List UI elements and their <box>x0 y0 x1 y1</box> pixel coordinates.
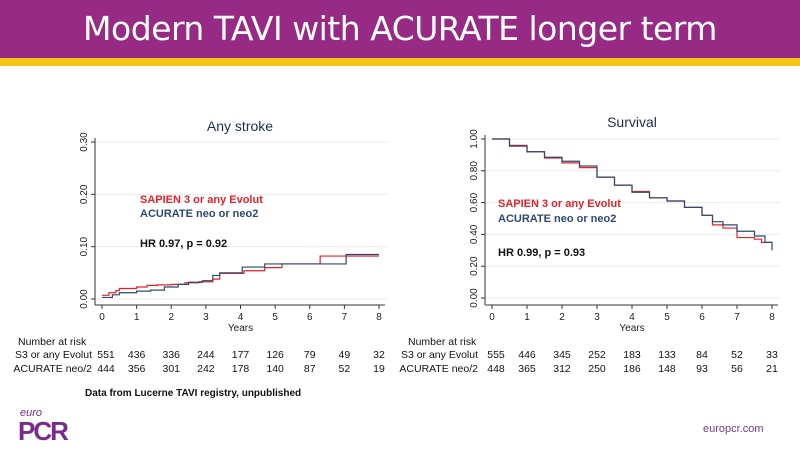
y-tick-label: 0.60 <box>469 192 480 212</box>
legend-entry-acurate: ACURATE neo or neo2 <box>140 208 258 220</box>
risk-value: 49 <box>338 349 351 361</box>
risk-value: 336 <box>162 349 181 361</box>
x-tick-label: 5 <box>272 312 278 323</box>
x-tick-label: 8 <box>769 312 775 323</box>
hr-annotation: HR 0.97, p = 0.92 <box>140 238 227 250</box>
risk-value: 87 <box>303 363 316 375</box>
series-line-sapien-evolut <box>102 255 379 296</box>
risk-value: 365 <box>518 363 536 375</box>
risk-table-header: Number at risk <box>408 336 477 348</box>
chart-title: Any stroke <box>207 118 273 134</box>
slide-title: Modern TAVI with ACURATE longer term out… <box>83 9 717 106</box>
risk-value: 444 <box>97 363 115 375</box>
legend-entry-acurate: ACURATE neo or neo2 <box>498 213 616 225</box>
risk-value: 21 <box>766 363 778 375</box>
risk-value: 244 <box>197 349 215 361</box>
risk-value: 19 <box>373 363 385 375</box>
x-tick-label: 0 <box>489 312 495 323</box>
x-tick-label: 7 <box>342 312 348 323</box>
y-tick-label: 1.00 <box>469 129 480 149</box>
hr-annotation: HR 0.99, p = 0.93 <box>498 247 585 259</box>
footnote: Data from Lucerne TAVI registry, unpubli… <box>85 388 302 399</box>
risk-row-label: ACURATE neo/2 <box>13 363 92 375</box>
legend-entry-sapien-evolut: SAPIEN 3 or any Evolut <box>140 194 263 206</box>
x-tick-label: 1 <box>134 312 140 323</box>
risk-row-label: ACURATE neo/2 <box>399 363 478 375</box>
x-tick-label: 7 <box>734 312 740 323</box>
risk-value: 32 <box>373 349 385 361</box>
risk-value: 436 <box>127 349 146 361</box>
europcr-logo: euro PCR <box>18 407 69 446</box>
x-axis-label: Years <box>619 323 644 334</box>
risk-value: 79 <box>303 349 316 361</box>
y-tick-label: 0.40 <box>469 224 480 244</box>
x-tick-label: 4 <box>238 312 244 323</box>
risk-value: 345 <box>553 349 571 361</box>
logo-euro: euro <box>20 407 43 419</box>
x-tick-label: 8 <box>376 312 382 323</box>
y-tick-label: 0.00 <box>79 289 90 309</box>
risk-value: 301 <box>162 363 181 375</box>
risk-value: 183 <box>623 349 641 361</box>
series-line-acurate <box>492 138 773 251</box>
risk-value: 52 <box>731 349 743 361</box>
risk-value: 242 <box>197 363 215 375</box>
x-tick-label: 3 <box>203 312 209 323</box>
risk-value: 250 <box>588 363 606 375</box>
risk-value: 177 <box>231 349 250 361</box>
x-tick-label: 3 <box>594 312 600 323</box>
y-tick-label: 0.10 <box>79 236 90 256</box>
x-tick-label: 2 <box>168 312 174 323</box>
risk-value: 52 <box>338 363 351 375</box>
legend-entry-sapien-evolut: SAPIEN 3 or any Evolut <box>498 198 621 210</box>
series-line-acurate <box>102 253 379 299</box>
risk-value: 252 <box>588 349 606 361</box>
risk-value: 56 <box>731 363 743 375</box>
risk-value: 148 <box>658 363 676 375</box>
risk-table-header: Number at risk <box>18 336 87 348</box>
y-tick-label: 0.30 <box>79 132 90 152</box>
risk-value: 140 <box>266 363 284 375</box>
y-tick-label: 0.00 <box>469 288 480 308</box>
risk-value: 93 <box>696 363 708 375</box>
x-tick-label: 1 <box>524 312 530 323</box>
x-tick-label: 4 <box>629 312 635 323</box>
accent-band <box>0 58 800 66</box>
risk-value: 186 <box>623 363 641 375</box>
risk-value: 448 <box>487 363 505 375</box>
risk-row-label: S3 or any Evolut <box>400 349 478 361</box>
risk-value: 33 <box>766 349 778 361</box>
website-link[interactable]: europcr.com <box>703 423 764 435</box>
chart-title: Survival <box>607 114 657 130</box>
x-tick-label: 0 <box>99 312 105 323</box>
risk-value: 133 <box>658 349 676 361</box>
x-tick-label: 6 <box>699 312 705 323</box>
x-tick-label: 5 <box>664 312 670 323</box>
title-bar: Modern TAVI with ACURATE longer term out… <box>0 0 800 106</box>
risk-value: 126 <box>266 349 284 361</box>
risk-value: 446 <box>518 349 536 361</box>
x-axis-label: Years <box>228 323 253 334</box>
risk-row-label: S3 or any Evolut <box>14 349 92 361</box>
risk-value: 178 <box>231 363 250 375</box>
risk-value: 312 <box>553 363 571 375</box>
y-tick-label: 0.20 <box>79 184 90 204</box>
x-tick-label: 6 <box>307 312 313 323</box>
y-tick-label: 0.20 <box>469 256 480 276</box>
logo-pcr: PCR <box>18 416 69 446</box>
chart-stroke: Any stroke 0.00 0.10 0.20 0.30 0 1 2 3 4 5 6 7 8 Years… <box>79 118 387 334</box>
x-tick-label: 2 <box>559 312 565 323</box>
risk-value: 551 <box>97 349 115 361</box>
risk-value: 555 <box>487 349 505 361</box>
risk-value: 356 <box>127 363 146 375</box>
risk-value: 84 <box>696 349 708 361</box>
chart-survival: Survival 0.00 0.20 0.40 0.60 0.80 1.00 0 1 2 3 4 5 6 7… <box>469 114 780 334</box>
y-tick-label: 0.80 <box>469 161 480 181</box>
